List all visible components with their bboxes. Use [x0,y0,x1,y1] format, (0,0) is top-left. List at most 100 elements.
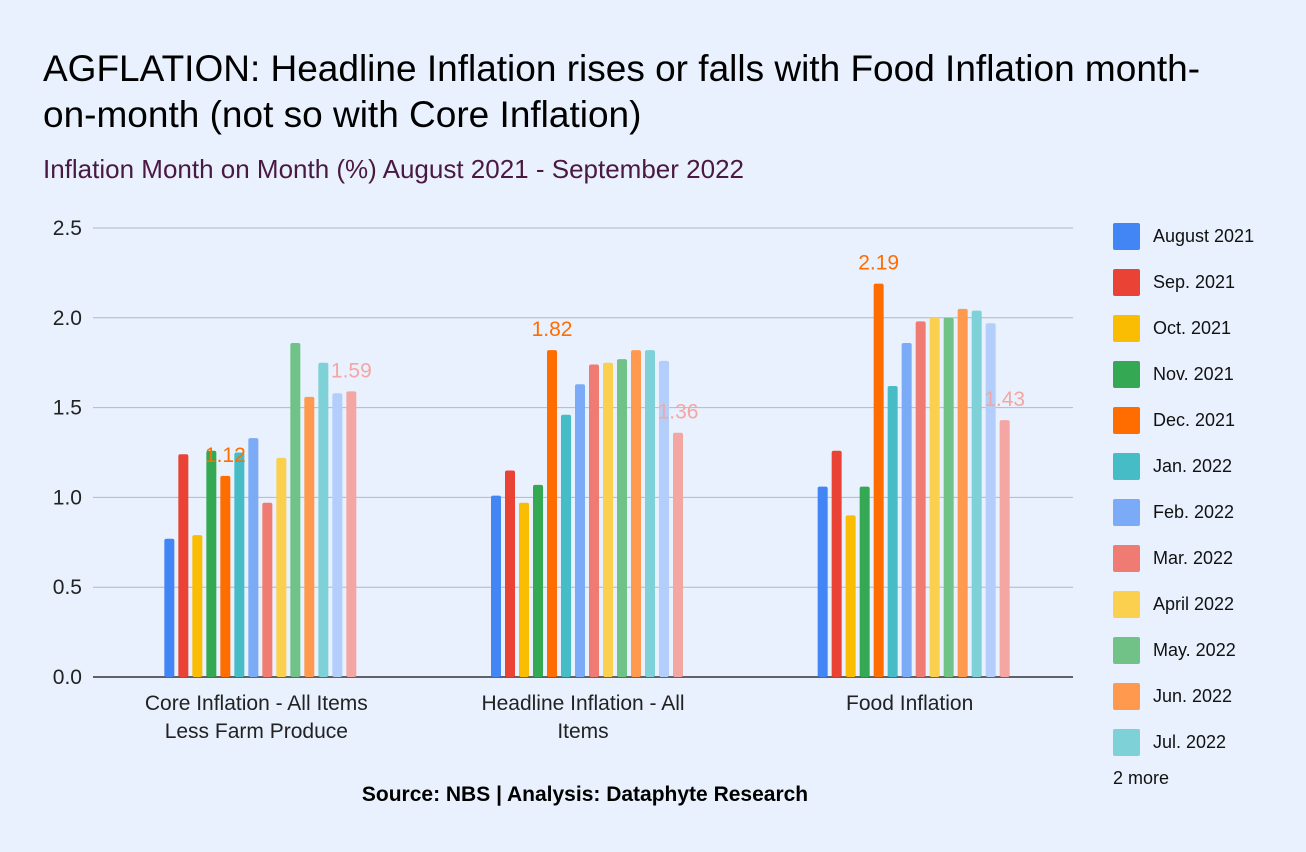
bar [290,342,301,677]
legend-item[interactable]: Mar. 2022 [1113,535,1303,581]
bar [617,359,627,677]
bar [164,538,175,677]
bar [645,350,655,677]
legend-item[interactable]: Jan. 2022 [1113,443,1303,489]
legend-swatch [1113,682,1140,710]
bar [817,486,828,677]
data-label: 1.82 [532,318,573,341]
legend-item[interactable]: Oct. 2021 [1113,305,1303,351]
data-label: 1.12 [205,444,246,467]
data-label: 2.19 [858,252,899,275]
bar [999,420,1010,677]
legend-item[interactable]: Nov. 2021 [1113,351,1303,397]
legend-swatch [1113,452,1140,480]
legend-swatch [1113,590,1140,618]
x-category-label: Core Inflation - All Items [145,692,368,715]
source-note: Source: NBS | Analysis: Dataphyte Resear… [361,783,809,806]
legend-swatch [1113,498,1140,526]
legend-item[interactable]: August 2021 [1113,213,1303,259]
bar [957,308,968,677]
bar [915,321,926,677]
bar [575,384,585,677]
legend-item[interactable]: May. 2022 [1113,627,1303,673]
bar [943,317,954,677]
bar [589,364,599,677]
legend-item[interactable]: Sep. 2021 [1113,259,1303,305]
x-category-label: Less Farm Produce [165,720,348,743]
bar [659,360,669,677]
chart-legend: August 2021 Sep. 2021 Oct. 2021 Nov. 2021 De… [1113,213,1303,765]
legend-swatch [1113,544,1140,572]
legend-label: Jan. 2022 [1153,455,1233,476]
data-label: 1.36 [658,401,699,424]
bar [533,484,543,677]
y-tick-label: 0.5 [53,576,82,599]
bar [971,310,982,677]
bar [831,450,842,677]
legend-more-link[interactable]: 2 more [1113,768,1170,788]
legend-label: Feb. 2022 [1153,501,1235,522]
legend-label: Jun. 2022 [1153,685,1233,706]
legend-item[interactable]: April 2022 [1113,581,1303,627]
legend-swatch [1113,360,1140,388]
bar [845,515,856,677]
legend-label: Mar. 2022 [1153,547,1234,568]
bar [248,438,259,677]
bar [234,452,245,677]
legend-swatch [1113,406,1140,434]
x-category-label: Items [557,720,608,743]
x-category-label: Food Inflation [846,692,973,715]
legend-label: Sep. 2021 [1153,271,1236,292]
legend-label: Oct. 2021 [1153,317,1232,338]
bar [873,283,884,677]
data-label: 1.43 [984,388,1025,411]
y-tick-label: 1.0 [53,486,82,509]
bar [505,470,515,677]
legend-label: Nov. 2021 [1153,363,1234,384]
legend-item[interactable]: Jun. 2022 [1113,673,1303,719]
bar [603,362,613,677]
bar [887,386,898,677]
legend-label: August 2021 [1153,225,1255,246]
legend-swatch [1113,728,1140,756]
bar [262,502,273,677]
legend-item[interactable]: Dec. 2021 [1113,397,1303,443]
legend-label: Dec. 2021 [1153,409,1236,430]
bar [631,350,641,677]
bar [178,454,189,677]
bar [859,486,870,677]
bar [276,457,287,677]
legend-label: Jul. 2022 [1153,731,1227,752]
y-tick-label: 1.5 [53,397,82,420]
bar [318,362,329,677]
legend-item[interactable]: Feb. 2022 [1113,489,1303,535]
bar [519,502,529,677]
bar [346,391,357,677]
bar [673,432,683,677]
bar [220,475,231,677]
chart-subtitle: Inflation Month on Month (%) August 2021… [43,154,744,184]
bar [985,323,996,677]
bar [192,535,203,677]
legend-swatch [1113,268,1140,296]
bar [929,317,940,677]
y-tick-label: 2.5 [53,217,82,240]
legend-label: May. 2022 [1153,639,1236,660]
chart-title: AGFLATION: Headline Inflation rises or f… [43,48,1201,135]
legend-label: April 2022 [1153,593,1235,614]
bar [901,342,912,677]
bar [206,450,217,677]
x-category-label: Headline Inflation - All [481,692,684,715]
data-label: 1.59 [331,359,372,382]
bar [332,393,343,677]
y-tick-label: 0.0 [53,666,82,689]
bar [547,350,557,677]
legend-swatch [1113,636,1140,664]
bar [561,414,571,677]
legend-swatch [1113,222,1140,250]
bar [304,396,315,677]
legend-item[interactable]: Jul. 2022 [1113,719,1303,765]
legend-swatch [1113,314,1140,342]
bar [491,495,501,677]
